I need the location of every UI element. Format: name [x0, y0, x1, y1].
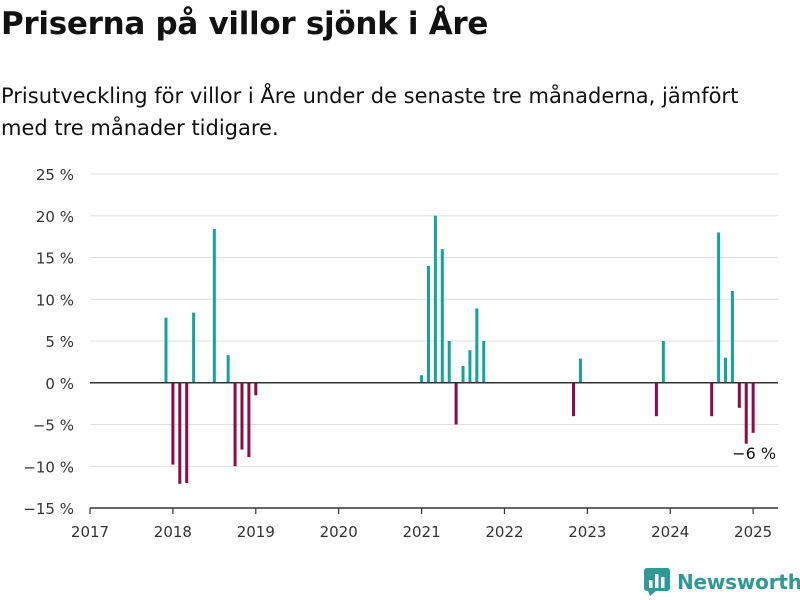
y-tick-label: 25 %	[36, 166, 74, 184]
bar	[482, 341, 486, 383]
bar	[254, 382, 258, 396]
chart-title: Priserna på villor sjönk i Åre	[1, 6, 489, 42]
x-tick-label: 2022	[485, 523, 523, 541]
bar	[420, 375, 424, 383]
bar	[710, 382, 714, 417]
x-tick-label: 2019	[237, 523, 275, 541]
bar	[737, 382, 741, 408]
bar	[475, 308, 479, 383]
bar	[730, 290, 734, 383]
bar	[717, 232, 721, 383]
bar	[240, 382, 244, 450]
bar	[226, 355, 230, 383]
x-tick-label: 2021	[402, 523, 440, 541]
bar-chart-logo-icon	[644, 568, 670, 596]
y-tick-label: −5 %	[33, 417, 74, 435]
bar	[751, 382, 755, 433]
x-tick-label: 2020	[320, 523, 358, 541]
y-tick-label: 10 %	[36, 291, 74, 309]
x-tick-label: 2023	[568, 523, 606, 541]
bar	[178, 382, 182, 484]
bar	[654, 382, 658, 417]
bar	[572, 382, 576, 417]
bar	[426, 265, 430, 383]
bar	[578, 358, 582, 383]
bar	[461, 366, 465, 383]
x-tick-label: 2017	[71, 523, 109, 541]
axes	[89, 382, 778, 514]
bar	[247, 382, 251, 458]
tick-labels: −15 % −10 % −5 % 0 % 5 % 10 % 15 % 20 % 25 % 2017…	[23, 166, 776, 541]
x-tick-label: 2025	[734, 523, 772, 541]
bars	[164, 215, 755, 484]
y-tick-label: 15 %	[36, 250, 74, 268]
bar	[192, 312, 196, 383]
y-tick-label: −10 %	[23, 458, 74, 476]
y-tick-label: 5 %	[45, 333, 74, 351]
bar	[724, 357, 728, 383]
bar-chart: −15 % −10 % −5 % 0 % 5 % 10 % 15 % 20 % 25 % 2017…	[23, 166, 778, 541]
bar	[661, 341, 665, 383]
bar	[433, 215, 437, 383]
bar	[440, 249, 444, 383]
bar	[212, 229, 216, 383]
bar	[233, 382, 237, 467]
bar	[447, 341, 451, 383]
newsworthy-logo: Newsworthy	[644, 568, 800, 596]
brand-name: Newsworthy	[677, 570, 800, 594]
y-tick-label: 20 %	[36, 208, 74, 226]
x-tick-label: 2018	[154, 523, 192, 541]
bar	[164, 317, 168, 383]
bar	[468, 350, 472, 383]
bar	[744, 382, 748, 444]
y-tick-label: 0 %	[45, 375, 74, 393]
x-tick-label: 2024	[651, 523, 689, 541]
y-tick-label: −15 %	[23, 500, 74, 518]
bar	[185, 382, 189, 483]
bar	[454, 382, 458, 425]
data-label: −6 %	[732, 444, 776, 463]
bar	[171, 382, 175, 465]
chart-subtitle: Prisutveckling för villor i Åre under de…	[1, 84, 739, 140]
